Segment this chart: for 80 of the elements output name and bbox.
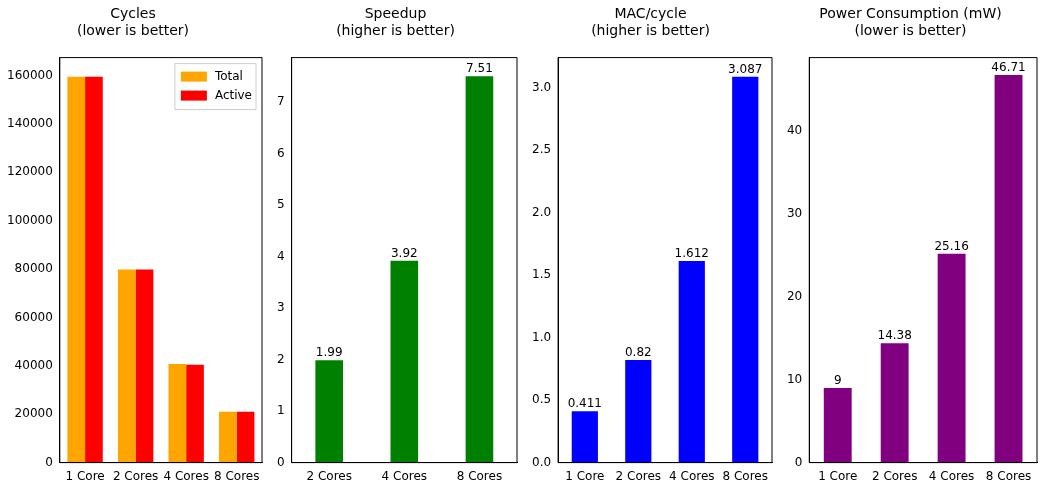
bar xyxy=(236,411,255,463)
x-tick-label: 2 Cores xyxy=(871,468,918,483)
chart-title: Power Consumption (mW) (lower is better) xyxy=(819,5,1002,38)
bar xyxy=(117,269,136,463)
bar xyxy=(135,269,154,463)
bar xyxy=(937,253,966,463)
x-tick-label: 4 Cores xyxy=(163,468,209,483)
y-tick-label: 160000 xyxy=(7,67,53,82)
bar xyxy=(571,411,598,463)
data-label: 3.92 xyxy=(390,246,418,260)
y-tick-label: 5 xyxy=(276,197,285,212)
y-tick-label: 60000 xyxy=(14,309,53,324)
y-tick-label: 3 xyxy=(276,300,285,315)
x-tick-label: 4 Cores xyxy=(669,468,715,483)
bar xyxy=(465,76,494,463)
bar xyxy=(67,76,86,463)
bar xyxy=(994,74,1023,463)
bar xyxy=(390,260,419,463)
y-tick-label: 20 xyxy=(786,288,803,303)
y-tick-label: 100000 xyxy=(7,212,53,227)
y-tick-label: 140000 xyxy=(7,116,53,131)
data-label: 1.612 xyxy=(674,246,709,261)
legend-label: Total xyxy=(213,68,243,83)
y-tick-label: 80000 xyxy=(14,261,53,276)
y-tick-label: 1 xyxy=(276,403,285,418)
y-tick-label: 3.0 xyxy=(531,79,552,94)
y-tick-label: 1.5 xyxy=(531,267,552,282)
x-tick-label: 1 Core xyxy=(818,468,858,483)
y-tick-label: 40 xyxy=(786,122,803,137)
bar xyxy=(625,360,652,463)
bar xyxy=(85,76,103,463)
x-tick-label: 4 Cores xyxy=(928,468,975,483)
y-tick-label: 120000 xyxy=(7,164,53,179)
chart-title: Speedup (higher is better) xyxy=(336,5,455,38)
data-label: 0.82 xyxy=(624,345,652,360)
data-label: 25.16 xyxy=(934,238,969,253)
y-tick-label: 10 xyxy=(786,371,803,386)
bar xyxy=(168,363,187,463)
y-tick-label: 7 xyxy=(276,94,285,109)
bar xyxy=(880,343,909,463)
y-tick-label: 2 xyxy=(276,351,285,366)
chart-title: MAC/cycle (higher is better) xyxy=(591,5,710,38)
y-tick-label: 0 xyxy=(794,454,803,469)
y-tick-label: 0 xyxy=(45,454,53,469)
x-tick-label: 1 Core xyxy=(65,468,105,483)
data-label: 1.99 xyxy=(315,345,343,360)
x-tick-label: 8 Cores xyxy=(456,468,503,483)
bar xyxy=(315,360,343,463)
data-label: 9 xyxy=(833,373,842,388)
x-tick-label: 8 Cores xyxy=(722,468,768,483)
legend-label: Active xyxy=(214,87,253,102)
y-tick-label: 2.0 xyxy=(531,204,552,219)
y-tick-label: 4 xyxy=(276,248,285,263)
y-tick-label: 1.0 xyxy=(531,329,552,344)
x-tick-label: 1 Core xyxy=(565,468,605,483)
x-tick-label: 2 Cores xyxy=(615,468,662,483)
chart-title: Cycles (lower is better) xyxy=(76,5,190,38)
y-tick-label: 40000 xyxy=(14,357,53,372)
y-tick-label: 2.5 xyxy=(531,142,552,157)
bar xyxy=(732,76,759,463)
data-label: 7.51 xyxy=(466,61,493,76)
x-tick-label: 8 Cores xyxy=(213,468,260,483)
y-tick-label: 30 xyxy=(786,205,803,220)
bar xyxy=(678,261,705,463)
data-label: 3.087 xyxy=(728,61,763,76)
y-tick-label: 20000 xyxy=(14,406,53,421)
x-tick-label: 4 Cores xyxy=(381,468,428,483)
x-tick-label: 8 Cores xyxy=(985,468,1032,483)
y-tick-label: 0.5 xyxy=(531,392,552,407)
y-tick-label: 0 xyxy=(276,454,285,469)
bar xyxy=(823,387,852,463)
y-tick-label: 0.0 xyxy=(531,454,552,469)
data-label: 46.71 xyxy=(991,60,1026,75)
data-label: 14.38 xyxy=(877,328,912,343)
bar xyxy=(186,364,204,463)
x-tick-label: 2 Cores xyxy=(306,468,352,483)
bar xyxy=(219,411,237,463)
x-tick-label: 2 Cores xyxy=(112,468,159,483)
y-tick-label: 6 xyxy=(276,145,285,160)
data-label: 0.411 xyxy=(567,396,602,411)
